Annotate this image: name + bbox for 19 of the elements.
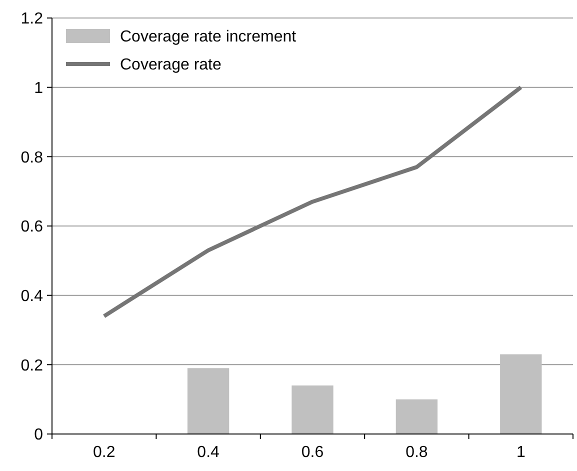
- x-tick-label: 0.4: [197, 444, 220, 461]
- y-tick-label: 0.8: [20, 149, 44, 166]
- line-series: [102, 85, 523, 318]
- y-tick-label: 0.4: [20, 288, 44, 305]
- y-tick-label: 0.2: [20, 357, 44, 374]
- bar: [292, 385, 334, 434]
- bar: [396, 399, 438, 434]
- y-tick-label: 1.2: [20, 10, 44, 28]
- x-tick-label: 1: [516, 444, 526, 461]
- x-tick-label: 0.6: [301, 444, 324, 461]
- y-tick-label: 1: [34, 80, 44, 97]
- bar: [500, 354, 542, 434]
- legend-label: Coverage rate: [120, 56, 222, 74]
- legend-label: Coverage rate increment: [120, 28, 297, 46]
- y-tick-label: 0.6: [20, 218, 44, 236]
- bar: [187, 368, 230, 434]
- x-tick-label: 0.8: [406, 444, 428, 461]
- x-tick-label: 0.2: [92, 444, 116, 461]
- y-tick-label: 0: [34, 426, 44, 444]
